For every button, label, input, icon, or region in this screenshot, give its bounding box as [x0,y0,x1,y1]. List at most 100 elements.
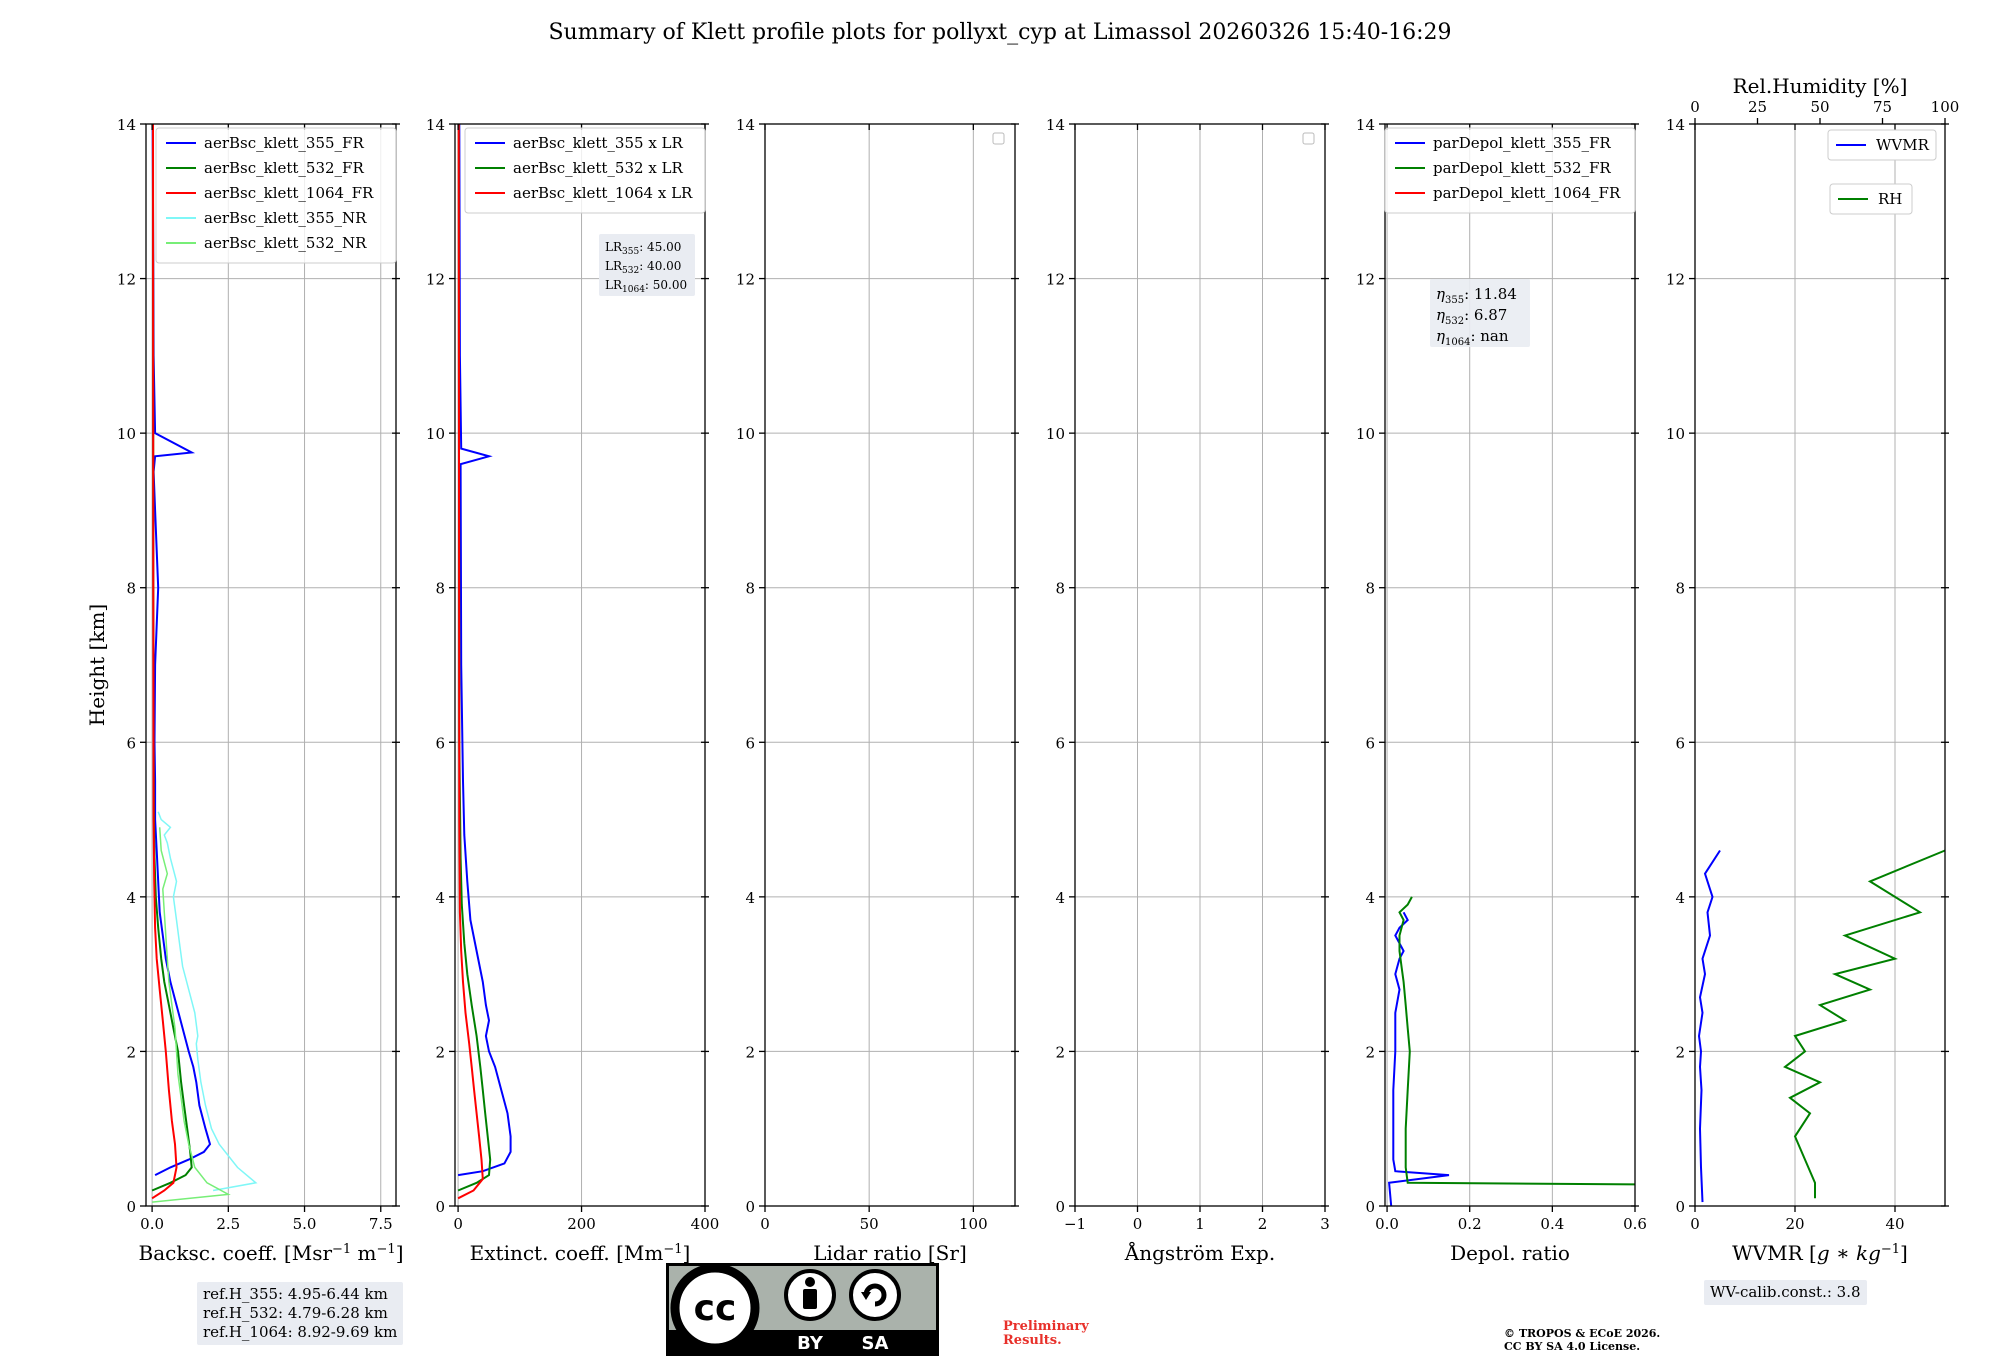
y-tick-label: 8 [745,580,755,598]
x-tick-label: 0.0 [1375,1215,1399,1233]
x-tick-label: 0.6 [1623,1215,1647,1233]
ref-height-1064: ref.H_1064: 8.92-9.69 km [203,1323,398,1341]
legend-label: aerBsc_klett_1064_FR [204,184,374,202]
y-tick-label: 14 [1666,116,1685,134]
y-tick-label: 10 [426,425,445,443]
empty-legend [992,132,1005,145]
legend-label: parDepol_klett_1064_FR [1433,184,1621,202]
series-aerBsc_klett_355_NR [157,811,258,1192]
person-head-icon [805,1277,815,1287]
series-aerBsc_klett_532_NR [152,827,231,1203]
legend-label: WVMR [1876,136,1930,154]
panel-extinction: 0 200 400 0 2 4 6 8 10 12 14 Extinct. coeff. [Mm−1]… [426,116,719,1265]
y-tick-label: 2 [435,1043,445,1061]
top-axis-label: Rel.Humidity [%] [1733,74,1908,98]
legend-box [1829,183,1913,215]
top-x-tick-label: 25 [1748,98,1767,116]
y-tick-label: 6 [126,734,136,752]
legend-label: parDepol_klett_532_FR [1433,159,1611,177]
legend-label: aerBsc_klett_355_FR [204,134,364,152]
preliminary-results-note: Preliminary Results. [1003,1320,1089,1348]
x-tick-label: 2.5 [216,1215,240,1233]
badge-by-label: BY [797,1333,824,1354]
y-tick-label: 10 [1666,425,1685,443]
y-tick-label: 0 [1365,1198,1375,1216]
x-axis-label: Depol. ratio [1450,1241,1570,1265]
x-tick-label: 2 [1258,1215,1268,1233]
y-tick-label: 0 [745,1198,755,1216]
legend-label: aerBsc_klett_532_FR [204,159,364,177]
y-tick-label: 6 [1365,734,1375,752]
person-body-icon [803,1289,817,1309]
y-tick-label: 6 [745,734,755,752]
y-tick-label: 0 [435,1198,445,1216]
y-tick-label: 2 [1675,1043,1685,1061]
x-tick-label: −1 [1064,1215,1086,1233]
x-tick-label: 400 [691,1215,720,1233]
lidar-ratio-value: LR1064: 50.00 [605,278,687,295]
legend-box [1827,129,1937,161]
share-alike-icon [849,1269,901,1321]
legend-WVMR: WVMR [1827,129,1937,161]
x-axis-label: WVMR [g ∗ kg−1] [1732,1241,1908,1265]
y-tick-label: 4 [1675,889,1685,907]
x-tick-label: 100 [959,1215,988,1233]
series-parDepol_klett_355_FR [1388,911,1450,1207]
x-tick-label: 200 [567,1215,596,1233]
annotation-box [1430,279,1530,347]
y-tick-label: 14 [426,116,445,134]
y-tick-label: 14 [736,116,755,134]
eta-value: η355: 11.84 [1436,285,1517,306]
x-tick-label: 0.2 [1458,1215,1482,1233]
y-tick-label: 6 [1055,734,1065,752]
x-tick-label: 40 [1885,1215,1904,1233]
share-alike-arrowhead-icon [861,1292,871,1300]
y-tick-label: 12 [1046,271,1065,289]
legend-label: aerBsc_klett_355 x LR [513,134,684,152]
cc-circle-icon [670,1263,760,1353]
y-tick-label: 4 [126,889,136,907]
y-tick-label: 8 [1675,580,1685,598]
x-tick-label: 5.0 [293,1215,317,1233]
y-tick-label: 4 [745,889,755,907]
x-tick-label: 1 [1195,1215,1205,1233]
panel-water-vapor: 0 20 40 0 2 4 6 8 10 12 14 WVMR [g ∗ kg−1] 0 25 50 75 10… [1666,74,1959,1265]
legend-box [1384,127,1636,214]
wv-calibration-constant: WV-calib.const.: 3.8 [1710,1283,1861,1301]
x-tick-label: 50 [860,1215,879,1233]
series-RH [1783,849,1946,1199]
y-tick-label: 10 [736,425,755,443]
legend-label: aerBsc_klett_355_NR [204,209,367,227]
series-aerBsc_klett_355_FR [151,123,212,1176]
y-tick-label: 4 [1365,889,1375,907]
x-axis-label: Lidar ratio [Sr] [813,1241,967,1265]
x-tick-label: 0 [1133,1215,1143,1233]
wv-calibration-box: WV-calib.const.: 3.8 [1704,1280,1867,1305]
x-tick-label: 3 [1320,1215,1330,1233]
y-tick-label: 6 [1675,734,1685,752]
y-tick-label: 2 [745,1043,755,1061]
x-tick-label: 0 [453,1215,463,1233]
series-aerBsc_klett_355 x LR [457,123,512,1177]
y-tick-label: 0 [1055,1198,1065,1216]
series-aerBsc_klett_532 x LR [457,123,492,1192]
y-tick-label: 10 [1046,425,1065,443]
x-tick-label: 20 [1785,1215,1804,1233]
copyright-note: © TROPOS & ECoE 2026. CC BY SA 4.0 Licen… [1504,1327,1660,1353]
legend-RH: RH [1829,183,1913,215]
y-tick-label: 12 [426,271,445,289]
ref-height-532: ref.H_532: 4.79-6.28 km [203,1304,388,1322]
ref-height-355: ref.H_355: 4.95-6.44 km [203,1285,388,1303]
share-alike-arrow-icon [863,1283,887,1307]
copyright-line-2: CC BY SA 4.0 License. [1504,1340,1641,1353]
eta-value: η1064: nan [1436,327,1509,348]
legend-box [464,127,706,214]
axes-frame [145,123,397,1207]
y-tick-label: 10 [1356,425,1375,443]
axes-frame [764,123,1016,1207]
y-tick-label: 8 [435,580,445,598]
figure-title: Summary of Klett profile plots for polly… [548,20,1452,45]
top-x-tick-label: 75 [1873,98,1892,116]
